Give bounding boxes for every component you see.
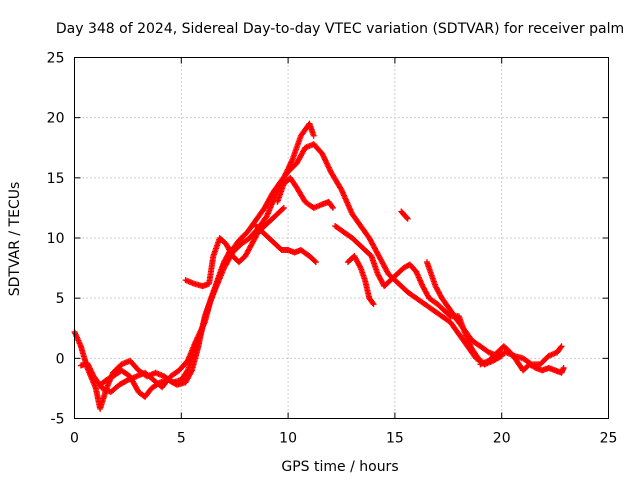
data-point [560, 364, 567, 371]
y-tick-label: 10 [47, 231, 65, 247]
series-track-7 [332, 222, 488, 368]
plot-frame [74, 57, 609, 419]
x-tick-label: 25 [600, 431, 618, 447]
data-point [404, 215, 411, 222]
y-tick-label: 0 [56, 351, 65, 367]
x-axis-label: GPS time / hours [281, 459, 398, 475]
data-point [404, 214, 411, 221]
y-axis-label: SDTVAR / TECUs [7, 182, 23, 297]
data-point [557, 344, 564, 351]
x-tick-label: 5 [177, 431, 186, 447]
data-point [279, 205, 286, 212]
data-point [370, 301, 377, 308]
chart-title: Day 348 of 2024, Sidereal Day-to-day VTE… [56, 21, 624, 37]
x-tick-label: 0 [70, 431, 79, 447]
axis-ticks: 0 5 10 15 20 25 -5 0 5 10 15 20 25 [47, 51, 618, 447]
y-tick-label: 25 [47, 51, 65, 67]
data-point [329, 204, 336, 211]
data-point [558, 343, 565, 350]
data-point [188, 368, 195, 375]
y-tick-label: 5 [56, 291, 65, 307]
data-point [329, 203, 336, 210]
y-tick-label: 15 [47, 171, 65, 187]
data-point [369, 299, 376, 306]
series-track-11 [477, 343, 567, 376]
x-tick-label: 10 [279, 431, 297, 447]
data-point [310, 132, 317, 139]
y-tick-label: -5 [51, 412, 65, 428]
data-point [312, 259, 319, 266]
data-point [280, 204, 287, 211]
y-tick-label: 20 [47, 111, 65, 127]
x-tick-label: 15 [386, 431, 404, 447]
series-track-3 [77, 247, 234, 396]
series-track-8 [344, 253, 377, 308]
series-track-1 [71, 120, 317, 412]
series-track-4 [182, 204, 287, 290]
data-point [357, 263, 364, 270]
series-track-5 [253, 222, 319, 266]
series-track-6 [274, 174, 336, 211]
data-points [71, 120, 567, 412]
x-tick-label: 20 [493, 431, 511, 447]
data-point [311, 258, 318, 265]
series-track-2 [97, 141, 505, 400]
series-track-9 [398, 208, 411, 222]
